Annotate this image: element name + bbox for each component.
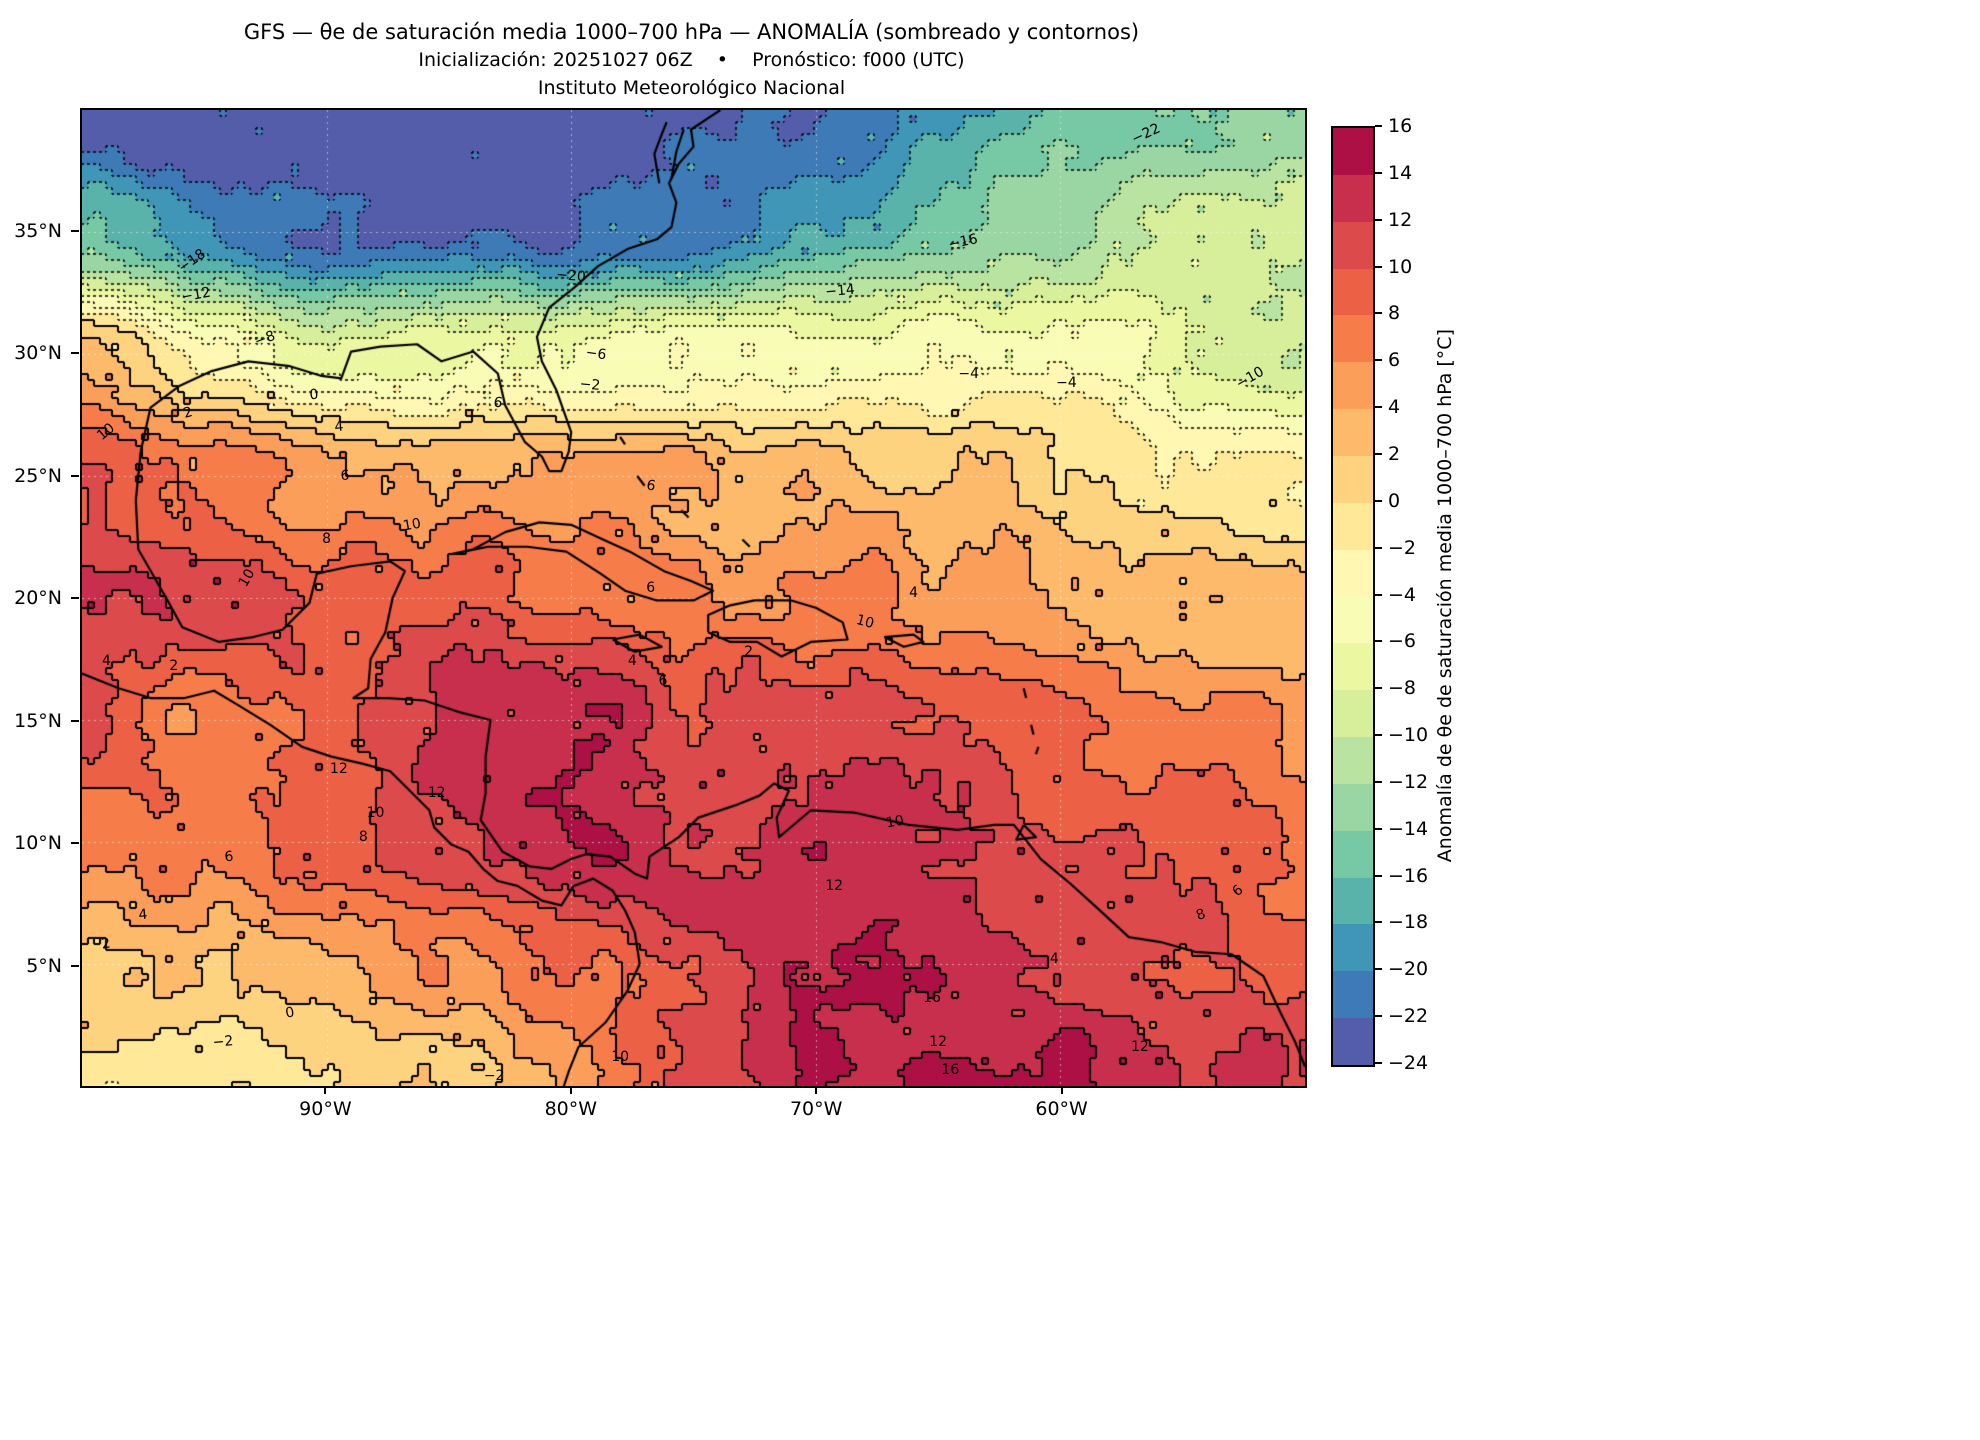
colorbar-tick-mark: [1375, 171, 1382, 174]
colorbar-tick-label: 2: [1388, 442, 1401, 465]
y-tick-label: 15°N: [14, 709, 62, 732]
colorbar-segment: [1333, 502, 1373, 550]
x-tick-label: 70°W: [789, 1098, 843, 1120]
colorbar-segment: [1333, 596, 1373, 644]
colorbar-tick-mark: [1375, 359, 1382, 362]
colorbar-segment: [1333, 455, 1373, 503]
colorbar-tick-label: 10: [1388, 255, 1413, 278]
colorbar-segment: [1333, 128, 1373, 175]
x-tick-label: 60°W: [1035, 1098, 1088, 1120]
colorbar-tick-label: −6: [1388, 630, 1417, 653]
colorbar-segment: [1333, 362, 1373, 410]
y-tick-label: 35°N: [14, 219, 62, 242]
colorbar-tick-label: −10: [1388, 724, 1429, 747]
x-tick-label: 80°W: [544, 1098, 598, 1120]
colorbar-tick-mark: [1375, 640, 1382, 643]
colorbar-tick-label: −16: [1388, 864, 1429, 887]
colorbar-tick-label: 16: [1388, 115, 1413, 137]
colorbar-tick-label: 12: [1388, 208, 1413, 231]
map-plot-area: −22 −18 −12 −20 −16 −14 −8 −6 −2 −4 −4 −10 0 2 4 6 10 6 6 8…: [80, 108, 1307, 1088]
y-tick-label: 20°N: [14, 587, 62, 609]
colorbar-tick-mark: [1375, 874, 1382, 877]
colorbar-segment: [1333, 736, 1373, 784]
colorbar-segment: [1333, 877, 1373, 925]
colorbar-tick-mark: [1375, 827, 1382, 830]
colorbar-tick-mark: [1375, 218, 1382, 221]
anomaly-map-canvas: [82, 110, 1305, 1086]
colorbar-tick-label: 0: [1388, 489, 1401, 512]
y-axis: 35°N 30°N 25°N 20°N 15°N 10°N 5°N: [0, 108, 80, 1088]
colorbar-segment: [1333, 830, 1373, 878]
chart-institution: Instituto Meteorológico Nacional: [537, 77, 846, 99]
y-tick-label: 25°N: [14, 464, 62, 487]
colorbar-tick-mark: [1375, 125, 1382, 127]
colorbar-tick-mark: [1375, 968, 1382, 971]
y-tick-mark: [71, 474, 79, 477]
colorbar-segment: [1333, 221, 1373, 269]
colorbar-segment: [1333, 643, 1373, 691]
chart-subtitle: Inicialización: 20251027 06Z • Pronóstic…: [418, 49, 965, 71]
colorbar-segment: [1333, 924, 1373, 972]
colorbar-tick-mark: [1375, 312, 1382, 315]
colorbar-tick-mark: [1375, 1015, 1382, 1018]
colorbar-tick-label: −22: [1388, 1005, 1429, 1028]
x-tick-mark: [324, 1086, 327, 1094]
x-tick-mark: [815, 1086, 818, 1094]
colorbar-axis-label-wrap: Anomalía de θe de saturación media 1000–…: [1430, 108, 1460, 1084]
y-tick-label: 10°N: [14, 832, 62, 854]
y-tick-mark: [71, 719, 79, 722]
y-tick-mark: [71, 229, 79, 232]
colorbar-tick-label: 6: [1388, 349, 1401, 372]
colorbar-segment: [1333, 315, 1373, 363]
colorbar-segment: [1333, 690, 1373, 737]
colorbar-segment: [1333, 174, 1373, 222]
y-tick-mark: [71, 964, 79, 967]
colorbar-tick-mark: [1375, 265, 1382, 268]
colorbar-segment: [1333, 783, 1373, 831]
x-axis: 90°W 80°W 70°W 60°W: [80, 1086, 1307, 1128]
x-tick-mark: [569, 1086, 572, 1094]
colorbar-tick-label: −8: [1388, 677, 1417, 700]
colorbar-tick-label: −12: [1388, 770, 1429, 793]
colorbar-tick-mark: [1375, 593, 1382, 596]
colorbar-tick-mark: [1375, 452, 1382, 455]
colorbar-tick-mark: [1375, 780, 1382, 783]
colorbar-segment: [1333, 409, 1373, 456]
colorbar: [1331, 126, 1375, 1067]
colorbar-segment: [1333, 971, 1373, 1019]
colorbar-tick-label: 4: [1388, 396, 1401, 419]
colorbar-segment: [1333, 549, 1373, 597]
colorbar-segment: [1333, 1018, 1373, 1065]
colorbar-tick-label: −18: [1388, 911, 1429, 934]
x-tick-label: 90°W: [299, 1098, 352, 1120]
y-tick-mark: [71, 597, 79, 599]
y-tick-mark: [71, 842, 79, 844]
y-tick-label: 30°N: [14, 342, 62, 364]
colorbar-tick-mark: [1375, 546, 1382, 549]
colorbar-tick-label: 8: [1388, 302, 1401, 325]
colorbar-tick-label: 14: [1388, 161, 1413, 184]
colorbar-tick-mark: [1375, 687, 1382, 690]
colorbar-tick-label: −24: [1388, 1052, 1429, 1074]
colorbar-tick-label: −14: [1388, 817, 1429, 840]
y-tick-label: 5°N: [26, 954, 62, 977]
colorbar-tick-mark: [1375, 921, 1382, 924]
colorbar-tick-mark: [1375, 499, 1382, 502]
colorbar-tick-label: −2: [1388, 536, 1417, 559]
colorbar-segment: [1333, 268, 1373, 316]
colorbar-tick-mark: [1375, 1062, 1382, 1064]
colorbar-tick-label: −20: [1388, 958, 1429, 981]
x-tick-mark: [1060, 1086, 1063, 1094]
colorbar-tick-label: −4: [1388, 583, 1417, 606]
colorbar-tick-mark: [1375, 734, 1382, 737]
colorbar-tick-mark: [1375, 406, 1382, 409]
chart-title: GFS — θe de saturación media 1000–700 hP…: [243, 20, 1140, 44]
y-tick-mark: [71, 352, 79, 354]
colorbar-axis-label: Anomalía de θe de saturación media 1000–…: [1434, 329, 1456, 863]
colorbar-ticks: 16 14 12 10 8 6 4 2 0 −2 −4 −6 −8 −10 −12 −14 −16 −18 −20 −…: [1375, 115, 1445, 1074]
